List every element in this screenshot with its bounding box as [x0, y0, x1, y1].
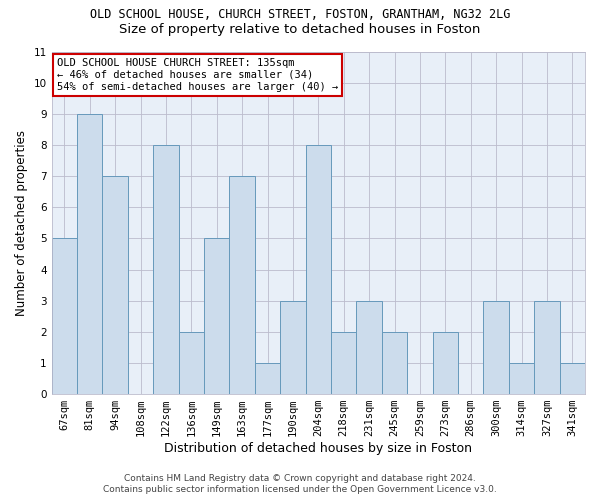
Bar [280, 300, 305, 394]
Bar [433, 332, 458, 394]
Text: Size of property relative to detached houses in Foston: Size of property relative to detached ho… [119, 22, 481, 36]
Bar [255, 363, 280, 394]
Bar [560, 363, 585, 394]
Bar [331, 332, 356, 394]
Bar [179, 332, 204, 394]
Text: Contains HM Land Registry data © Crown copyright and database right 2024.
Contai: Contains HM Land Registry data © Crown c… [103, 474, 497, 494]
Bar [77, 114, 103, 394]
Bar [229, 176, 255, 394]
Bar [534, 300, 560, 394]
Bar [153, 145, 179, 394]
Bar [103, 176, 128, 394]
Bar [509, 363, 534, 394]
Y-axis label: Number of detached properties: Number of detached properties [15, 130, 28, 316]
Bar [382, 332, 407, 394]
Bar [484, 300, 509, 394]
Bar [52, 238, 77, 394]
Bar [356, 300, 382, 394]
Bar [305, 145, 331, 394]
Text: OLD SCHOOL HOUSE CHURCH STREET: 135sqm
← 46% of detached houses are smaller (34): OLD SCHOOL HOUSE CHURCH STREET: 135sqm ←… [57, 58, 338, 92]
Text: OLD SCHOOL HOUSE, CHURCH STREET, FOSTON, GRANTHAM, NG32 2LG: OLD SCHOOL HOUSE, CHURCH STREET, FOSTON,… [90, 8, 510, 20]
Bar [204, 238, 229, 394]
X-axis label: Distribution of detached houses by size in Foston: Distribution of detached houses by size … [164, 442, 472, 455]
